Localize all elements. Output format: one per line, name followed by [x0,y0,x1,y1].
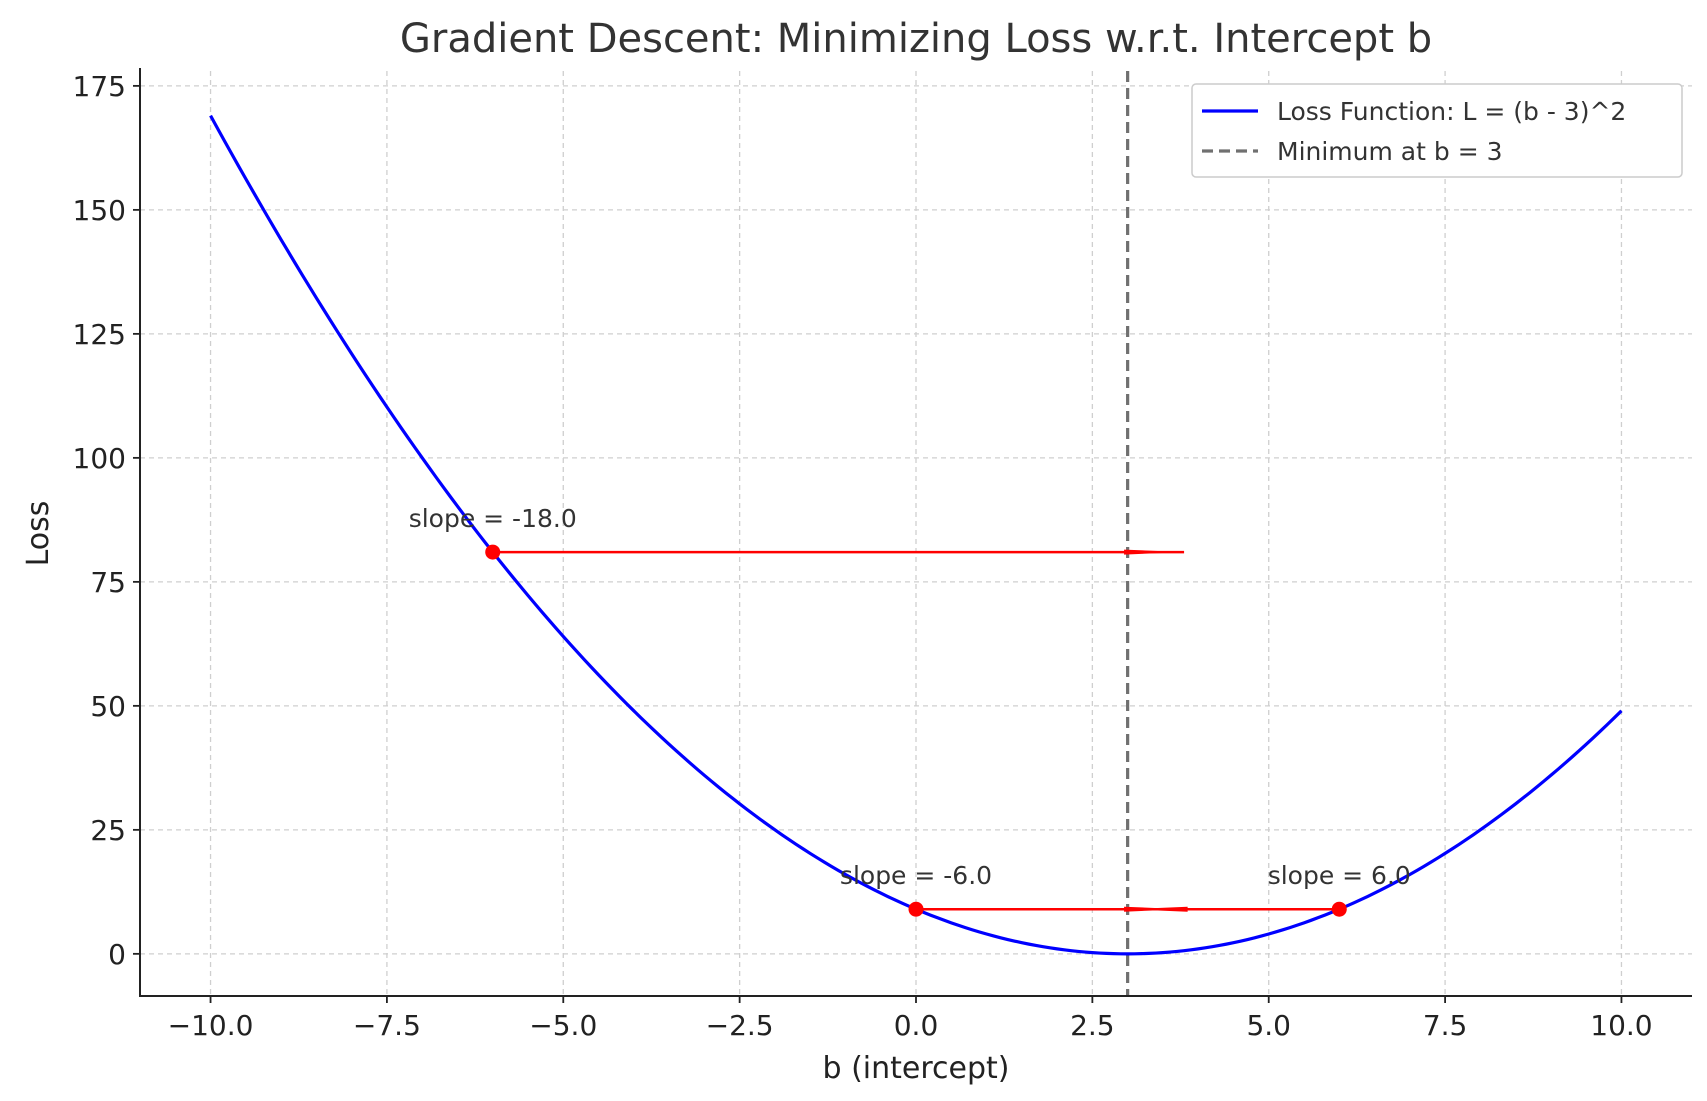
x-tick-label-0: −10.0 [168,1009,254,1042]
legend-label-loss-function: Loss Function: L = (b - 3)^2 [1277,97,1626,126]
y-tick-label-1: 25 [90,814,126,847]
slope-annotation-2: slope = 6.0 [1268,861,1411,890]
arrow-group [492,549,1340,912]
y-tick-label-6: 150 [73,194,126,227]
legend: Loss Function: L = (b - 3)^2 Minimum at … [1191,83,1683,178]
y-tick-label-7: 175 [73,70,126,103]
slope-annotation-0: slope = -18.0 [409,504,577,533]
slope-point-1 [908,901,924,917]
point-group [485,544,1347,917]
chart-title: Gradient Descent: Minimizing Loss w.r.t.… [400,16,1432,62]
grid [140,71,1692,996]
slope-point-0 [485,544,501,560]
legend-box [1191,83,1683,178]
x-tick-label-1: −7.5 [353,1009,421,1042]
ticks: −10.0 −7.5 −5.0 −2.5 0.0 2.5 5.0 7.5 10.0 0 25 50 75… [73,70,1653,1042]
x-tick-label-6: 5.0 [1246,1009,1291,1042]
x-tick-label-8: 10.0 [1590,1009,1652,1042]
x-tick-label-3: −2.5 [706,1009,774,1042]
x-tick-label-4: 0.0 [894,1009,939,1042]
slope-arrow-head-0 [1124,549,1185,555]
y-axis-label: Loss [21,501,56,567]
x-tick-label-2: −5.0 [529,1009,597,1042]
slope-arrow-head-2 [1127,906,1188,912]
x-tick-label-7: 7.5 [1423,1009,1468,1042]
y-tick-label-2: 50 [90,690,126,723]
legend-label-minimum: Minimum at b = 3 [1277,137,1503,166]
y-tick-label-0: 0 [108,938,126,971]
y-tick-label-3: 75 [90,566,126,599]
annotation-group: slope = -18.0 slope = -6.0 slope = 6.0 [409,504,1411,890]
y-tick-label-4: 100 [73,442,126,475]
slope-annotation-1: slope = -6.0 [840,861,992,890]
x-axis-label: b (intercept) [823,1051,1010,1086]
slope-point-2 [1331,901,1347,917]
x-tick-label-5: 2.5 [1070,1009,1115,1042]
y-tick-label-5: 125 [73,318,126,351]
